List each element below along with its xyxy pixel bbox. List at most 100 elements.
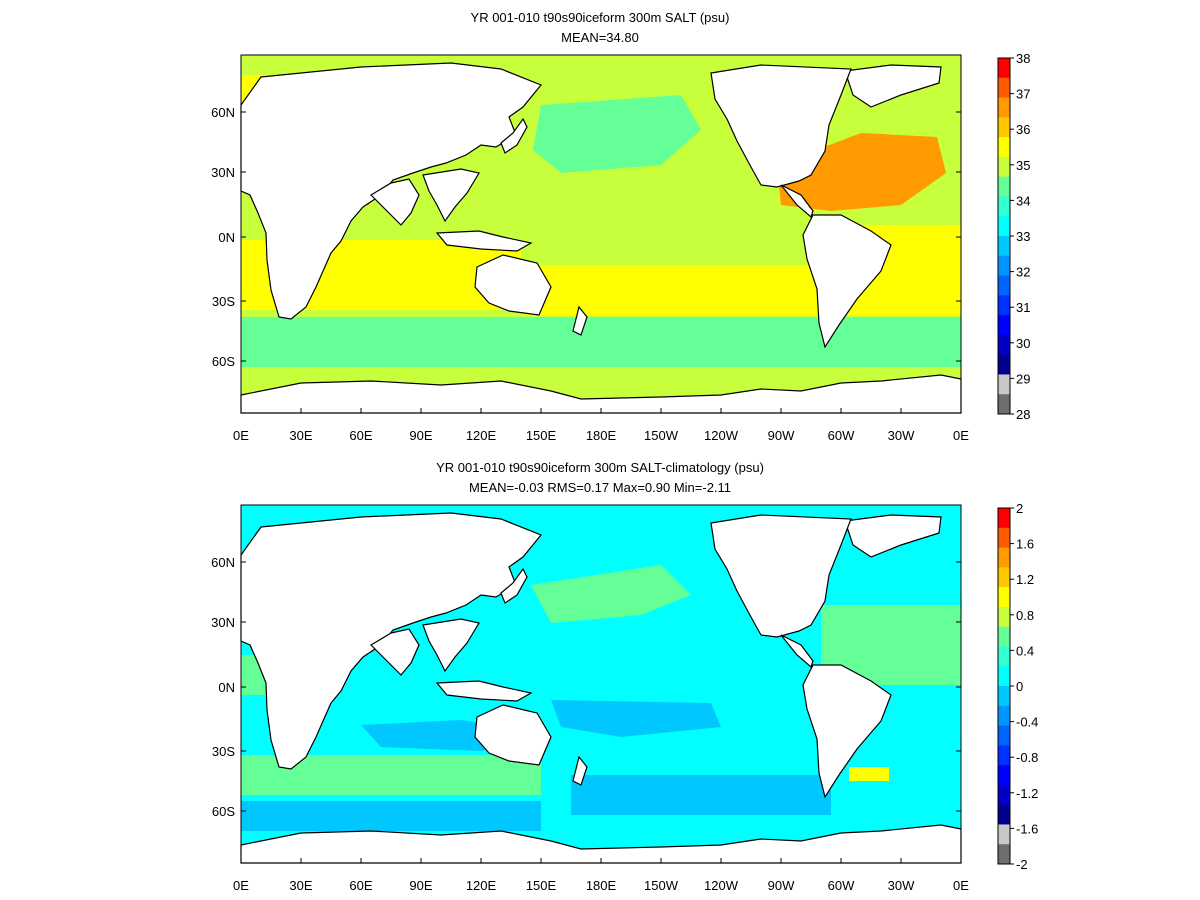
colorbar-label: -0.8: [1016, 750, 1038, 765]
colorbar-swatch: [998, 606, 1010, 628]
lat-tick-label: 0N: [218, 680, 235, 695]
colorbar-swatch: [998, 725, 1010, 746]
colorbar-label: 33: [1016, 229, 1030, 244]
lon-tick-label: 60W: [828, 428, 855, 443]
lon-tick-label: 90E: [409, 428, 432, 443]
map-area: [240, 504, 962, 864]
title-line1: YR 001-010 t90s90iceform 300m SALT (psu): [471, 10, 730, 25]
lon-tick-label: 150E: [526, 878, 557, 893]
colorbar-swatch: [998, 275, 1010, 296]
lon-tick-label: 150W: [644, 428, 679, 443]
lat-tick-label: 30S: [212, 294, 235, 309]
lat-tick-label: 30N: [211, 165, 235, 180]
lon-tick-label: 90W: [768, 878, 795, 893]
colorbar-swatch: [998, 626, 1010, 647]
colorbar-label: 1.6: [1016, 537, 1034, 552]
colorbar-swatch: [998, 686, 1010, 707]
colorbar-label: 0.8: [1016, 608, 1034, 623]
lon-tick-label: 150E: [526, 428, 557, 443]
colorbar-swatch: [998, 97, 1010, 118]
lat-tick-label: 0N: [218, 230, 235, 245]
lon-tick-label: 0E: [233, 428, 249, 443]
title-line2: MEAN=34.80: [561, 30, 639, 45]
colorbar-swatch: [998, 58, 1010, 79]
colorbar-label: 37: [1016, 87, 1030, 102]
title-line2: MEAN=-0.03 RMS=0.17 Max=0.90 Min=-2.11: [469, 480, 731, 495]
lat-axis: 60N 30N 0N 30S 60S: [211, 555, 961, 819]
colorbar-swatch: [998, 844, 1010, 865]
colorbar-swatch: [998, 646, 1010, 667]
colorbar-swatch: [998, 117, 1010, 138]
colorbar-label: 30: [1016, 336, 1030, 351]
colorbar-label: -1.6: [1016, 821, 1038, 836]
lon-tick-label: 60E: [349, 428, 372, 443]
lon-tick-label: 120E: [466, 428, 497, 443]
colorbar-swatch: [998, 705, 1010, 727]
colorbar-swatch: [998, 508, 1010, 529]
colorbar-label: 29: [1016, 371, 1030, 386]
panel-top: YR 001-010 t90s90iceform 300m SALT (psu)…: [211, 10, 1030, 443]
lon-tick-label: 0E: [953, 878, 969, 893]
colorbar-label: 0.4: [1016, 643, 1034, 658]
colorbar-swatch: [998, 255, 1010, 277]
lat-tick-label: 30N: [211, 615, 235, 630]
colorbar-swatch: [998, 295, 1010, 316]
colorbar-label: 35: [1016, 158, 1030, 173]
colorbar-swatch: [998, 156, 1010, 178]
colorbar-swatch: [998, 315, 1010, 336]
colorbar-swatch: [998, 765, 1010, 786]
colorbar-swatch: [998, 587, 1010, 608]
lon-tick-label: 180E: [586, 878, 617, 893]
lon-tick-label: 120W: [704, 878, 739, 893]
colorbar-swatch: [998, 137, 1010, 158]
anomaly-region-blue: [571, 775, 831, 815]
panel-bottom: YR 001-010 t90s90iceform 300m SALT-clima…: [211, 460, 1038, 893]
colorbar-label: -1.2: [1016, 786, 1038, 801]
lon-tick-label: 150W: [644, 878, 679, 893]
lon-tick-label: 60W: [828, 878, 855, 893]
colorbar: 2 1.6 1.2 0.8 0.4 0 -0.4 -0.8 -1.2 -1.6 -2: [997, 501, 1038, 872]
map-area: [240, 54, 962, 414]
colorbar-swatch: [998, 745, 1010, 766]
lon-tick-label: 30E: [289, 428, 312, 443]
anomaly-region-blue: [551, 700, 721, 737]
lon-tick-label: 120W: [704, 428, 739, 443]
lon-axis: 0E 30E 60E 90E 120E 150E 180E 150W 120W 90W 60W 30W…: [233, 858, 969, 893]
title-line1: YR 001-010 t90s90iceform 300m SALT-clima…: [436, 460, 764, 475]
colorbar-label: -2: [1016, 857, 1028, 872]
colorbar-swatch: [998, 666, 1010, 687]
lat-axis: 60N 30N 0N 30S 60S: [211, 105, 961, 369]
lon-tick-label: 90W: [768, 428, 795, 443]
colorbar-swatch: [998, 527, 1010, 549]
lat-tick-label: 60S: [212, 804, 235, 819]
lon-axis: 0E 30E 60E 90E 120E 150E 180E 150W 120W 90W 60W 30W…: [233, 408, 969, 443]
colorbar-swatch: [998, 784, 1010, 806]
salinity-region-green: [533, 95, 701, 173]
colorbar-label: 0: [1016, 679, 1023, 694]
lon-tick-label: 30W: [888, 428, 915, 443]
colorbar-swatch: [998, 354, 1010, 375]
colorbar-label: 28: [1016, 407, 1030, 422]
lon-tick-label: 30W: [888, 878, 915, 893]
colorbar-swatch: [998, 394, 1010, 415]
colorbar-swatch: [998, 824, 1010, 845]
lon-tick-label: 0E: [953, 428, 969, 443]
colorbar-label: 1.2: [1016, 572, 1034, 587]
lon-tick-label: 180E: [586, 428, 617, 443]
colorbar-swatch: [998, 176, 1010, 197]
colorbar-swatch: [998, 216, 1010, 237]
lon-tick-label: 0E: [233, 878, 249, 893]
colorbar-swatch: [998, 334, 1010, 356]
colorbar-swatch: [998, 374, 1010, 395]
lat-tick-label: 60N: [211, 555, 235, 570]
colorbar-swatch: [998, 804, 1010, 825]
colorbar-label: -0.4: [1016, 715, 1038, 730]
colorbar-swatch: [998, 567, 1010, 588]
lat-tick-label: 60S: [212, 354, 235, 369]
colorbar-swatch: [998, 77, 1010, 99]
colorbar-label: 34: [1016, 193, 1030, 208]
colorbar-swatch: [998, 547, 1010, 568]
lon-tick-label: 120E: [466, 878, 497, 893]
colorbar-label: 2: [1016, 501, 1023, 516]
lon-tick-label: 30E: [289, 878, 312, 893]
